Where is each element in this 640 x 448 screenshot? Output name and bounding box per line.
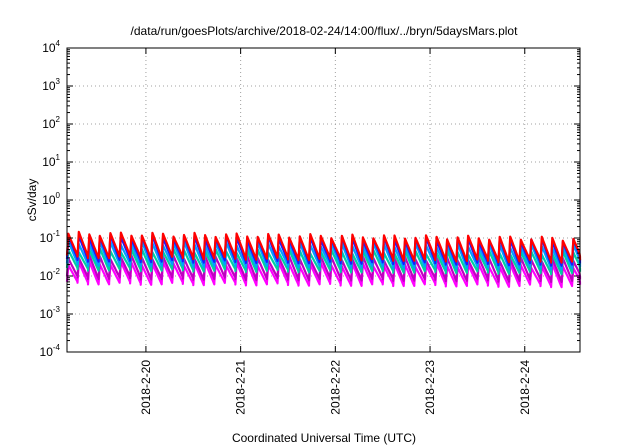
chart-title: /data/run/goesPlots/archive/2018-02-24/1… (131, 24, 519, 38)
y-axis-label: cSv/day (25, 179, 39, 222)
y-tick-label: 10-2 (40, 267, 61, 283)
ticks: 10-4 10-3 10-2 10-1 100 101 102 103 104 2018-2-20… (40, 39, 580, 415)
x-tick-label: 2018-2-22 (328, 360, 342, 415)
y-tick-label: 103 (42, 77, 60, 93)
y-tick-label: 101 (42, 153, 60, 169)
y-tick-label: 10-4 (40, 343, 61, 359)
y-tick-label: 10-3 (40, 305, 61, 321)
x-tick-label: 2018-2-24 (518, 360, 532, 415)
series-layer (65, 230, 582, 289)
x-tick-label: 2018-2-23 (423, 360, 437, 415)
series-line (65, 230, 582, 264)
x-tick-label: 2018-2-20 (139, 360, 153, 415)
y-tick-label: 100 (42, 191, 60, 207)
y-tick-label: 102 (42, 115, 60, 131)
x-tick-label: 2018-2-21 (234, 360, 248, 415)
y-tick-label: 104 (42, 39, 60, 55)
grid (67, 48, 580, 352)
y-tick-label: 10-1 (40, 229, 61, 245)
x-axis-label: Coordinated Universal Time (UTC) (232, 431, 416, 445)
